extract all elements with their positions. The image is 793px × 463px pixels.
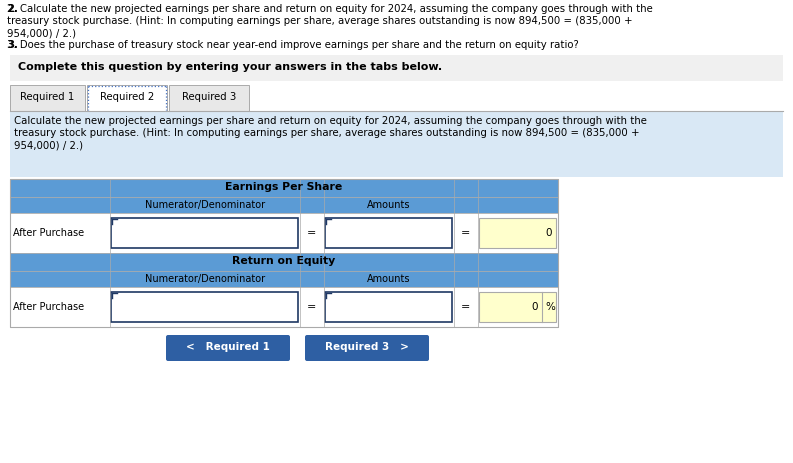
Text: Earnings Per Share: Earnings Per Share [225,182,343,192]
FancyBboxPatch shape [10,197,558,213]
Text: Numerator/Denominator: Numerator/Denominator [145,274,265,284]
Text: <   Required 1: < Required 1 [186,342,270,352]
FancyBboxPatch shape [10,271,558,287]
Text: 954,000) / 2.): 954,000) / 2.) [7,28,76,38]
Text: Amounts: Amounts [367,200,411,210]
Text: 2. Calculate the new projected earnings per share and return on equity for 2024,: 2. Calculate the new projected earnings … [7,4,653,14]
Text: 0: 0 [546,228,552,238]
FancyBboxPatch shape [111,218,298,248]
Text: Required 1: Required 1 [21,92,75,102]
Text: 2.: 2. [7,4,18,14]
Text: 0: 0 [531,302,538,312]
FancyBboxPatch shape [305,335,429,361]
FancyBboxPatch shape [10,55,783,81]
Text: 954,000) / 2.): 954,000) / 2.) [14,140,83,150]
FancyBboxPatch shape [10,179,558,197]
Text: =: = [462,228,471,238]
Text: After Purchase: After Purchase [13,228,84,238]
FancyBboxPatch shape [10,213,558,253]
FancyBboxPatch shape [10,253,558,271]
FancyBboxPatch shape [479,292,556,322]
Text: Required 3   >: Required 3 > [325,342,409,352]
FancyBboxPatch shape [10,111,783,177]
Text: Calculate the new projected earnings per share and return on equity for 2024, as: Calculate the new projected earnings per… [14,116,647,126]
FancyBboxPatch shape [325,292,452,322]
FancyBboxPatch shape [169,85,249,111]
Text: 3. Does the purchase of treasury stock near year-end improve earnings per share : 3. Does the purchase of treasury stock n… [7,40,579,50]
FancyBboxPatch shape [111,292,298,322]
FancyBboxPatch shape [10,85,85,111]
Text: After Purchase: After Purchase [13,302,84,312]
Text: treasury stock purchase. (Hint: In computing earnings per share, average shares : treasury stock purchase. (Hint: In compu… [14,128,640,138]
Text: Return on Equity: Return on Equity [232,256,335,266]
FancyBboxPatch shape [87,85,167,111]
Text: treasury stock purchase. (Hint: In computing earnings per share, average shares : treasury stock purchase. (Hint: In compu… [7,16,633,26]
FancyBboxPatch shape [479,218,556,248]
FancyBboxPatch shape [325,218,452,248]
Text: Required 2: Required 2 [100,92,154,102]
FancyBboxPatch shape [10,287,558,327]
Text: Numerator/Denominator: Numerator/Denominator [145,200,265,210]
Text: Required 3: Required 3 [182,92,236,102]
Text: Amounts: Amounts [367,274,411,284]
Text: =: = [308,302,316,312]
FancyBboxPatch shape [166,335,290,361]
Text: =: = [308,228,316,238]
Text: %: % [545,302,555,312]
Text: =: = [462,302,471,312]
Text: 3.: 3. [7,40,18,50]
Text: Complete this question by entering your answers in the tabs below.: Complete this question by entering your … [18,62,442,72]
